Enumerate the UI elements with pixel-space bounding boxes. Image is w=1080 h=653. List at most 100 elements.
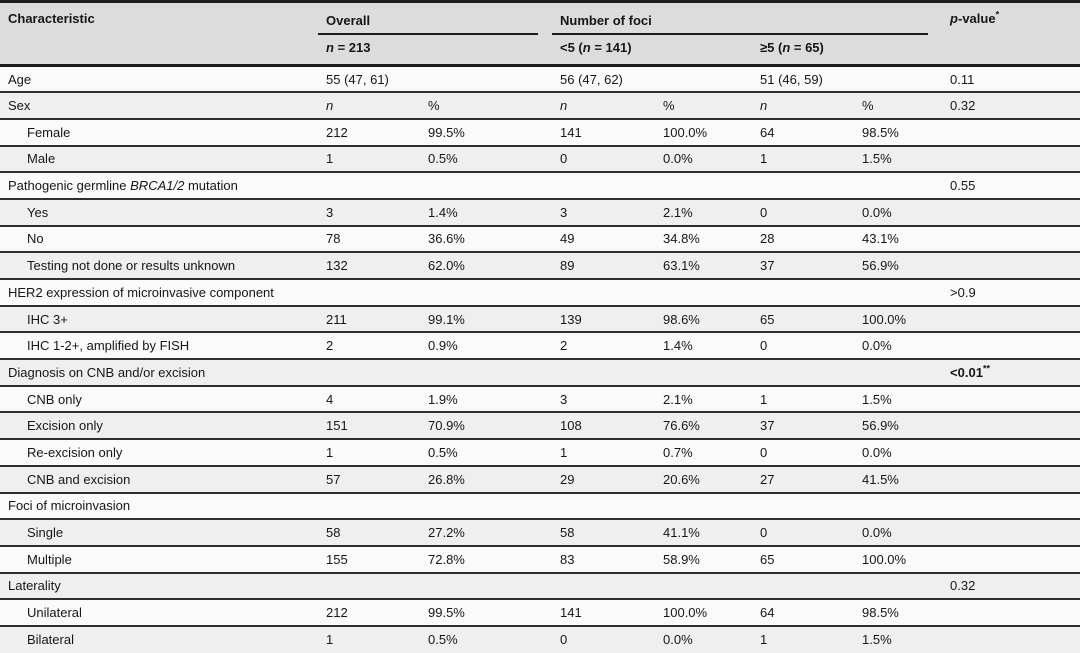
pvalue-cell: 0.32 bbox=[950, 578, 976, 594]
value-cell: 56 (47, 62) bbox=[560, 71, 623, 87]
pvalue-cell bbox=[942, 119, 1080, 146]
pvalue-cell bbox=[942, 306, 1080, 333]
value-cell: % bbox=[862, 98, 874, 114]
header-overall-n: n = 213 bbox=[318, 35, 552, 66]
value-cell: 0.5% bbox=[428, 151, 458, 167]
value-cell: 212 bbox=[326, 605, 348, 621]
header-pvalue: p-value* bbox=[942, 1, 1080, 66]
text-segment: n bbox=[582, 40, 591, 55]
value-cell: 64 bbox=[760, 124, 775, 140]
row-label-cell: IHC 1-2+, amplified by FISH bbox=[27, 338, 190, 354]
pvalue-cell: 0.11 bbox=[950, 71, 975, 87]
text-segment: = 141) bbox=[590, 40, 632, 55]
value-cell bbox=[752, 172, 854, 199]
value-cell: 98.5% bbox=[862, 605, 899, 621]
value-cell bbox=[854, 172, 942, 199]
table-row-brca-yes: Yes 3 1.4% 3 2.1% 0 0.0% bbox=[0, 198, 1080, 226]
value-cell: 1.4% bbox=[663, 338, 693, 354]
value-cell: 0.5% bbox=[428, 444, 458, 460]
row-label-cell: Diagnosis on CNB and/or excision bbox=[8, 364, 206, 380]
value-cell: 62.0% bbox=[428, 258, 465, 274]
pvalue-cell: 0.55 bbox=[950, 178, 976, 194]
value-cell: 2.1% bbox=[663, 204, 693, 220]
value-cell bbox=[318, 359, 420, 386]
value-cell: 34.8% bbox=[663, 231, 700, 247]
value-cell: 0.0% bbox=[663, 151, 693, 167]
value-cell bbox=[552, 493, 655, 520]
value-cell: 27.2% bbox=[428, 525, 465, 541]
table-row-foci-of-microinvasion: Foci of microinvasion bbox=[0, 492, 1080, 520]
value-cell: 63.1% bbox=[663, 258, 700, 274]
value-cell: 26.8% bbox=[428, 471, 465, 487]
value-cell: 1 bbox=[760, 151, 768, 167]
value-cell: 37 bbox=[760, 418, 775, 434]
value-cell: 0.0% bbox=[663, 632, 693, 648]
text-segment: = 213 bbox=[333, 40, 371, 55]
table-row-brca-no: No 78 36.6% 49 34.8% 28 43.1% bbox=[0, 225, 1080, 253]
value-cell: 3 bbox=[326, 204, 334, 220]
value-cell: 155 bbox=[326, 551, 348, 567]
value-cell bbox=[318, 279, 420, 306]
row-label-cell: Bilateral bbox=[27, 632, 74, 648]
value-cell: 141 bbox=[560, 605, 582, 621]
table-row-brca-unknown: Testing not done or results unknown 132 62… bbox=[0, 252, 1080, 279]
value-cell bbox=[655, 573, 752, 600]
value-cell bbox=[318, 172, 420, 199]
value-cell: % bbox=[428, 98, 440, 114]
value-cell: 1 bbox=[760, 632, 768, 648]
value-cell: 0.5% bbox=[428, 632, 458, 648]
value-cell: 55 (47, 61) bbox=[326, 71, 389, 87]
pvalue-cell bbox=[942, 466, 1080, 493]
text-segment: Pathogenic germline bbox=[8, 178, 131, 194]
value-cell: 100.0% bbox=[663, 605, 708, 621]
value-cell: % bbox=[663, 98, 675, 114]
value-cell: n bbox=[552, 92, 655, 119]
table-row-cnb-and-excision: CNB and excision 57 26.8% 29 20.6% 27 41.5% bbox=[0, 465, 1080, 493]
value-cell bbox=[752, 573, 854, 600]
row-label-cell: Excision only bbox=[27, 418, 103, 434]
value-cell: 0.9% bbox=[428, 338, 458, 354]
value-cell bbox=[420, 573, 552, 600]
text-segment: n bbox=[326, 98, 334, 114]
value-cell: 41.5% bbox=[862, 471, 899, 487]
pvalue-cell bbox=[942, 332, 1080, 359]
value-cell: 4 bbox=[326, 391, 334, 407]
value-cell: 72.8% bbox=[428, 551, 465, 567]
value-cell: 0 bbox=[760, 525, 768, 541]
value-cell: 151 bbox=[326, 418, 348, 434]
value-cell bbox=[318, 493, 420, 520]
value-cell: 49 bbox=[560, 231, 575, 247]
value-cell: 0.7% bbox=[663, 444, 693, 460]
header-row-groups: Characteristic Overall Number of foci p-… bbox=[0, 1, 1080, 66]
pvalue-cell bbox=[942, 412, 1080, 439]
value-cell bbox=[552, 359, 655, 386]
table-row-female: Female 212 99.5% 141 100.0% 64 98.5% bbox=[0, 118, 1080, 146]
row-label-cell: Male bbox=[27, 151, 56, 167]
value-cell bbox=[420, 172, 552, 199]
text-segment: <0.01 bbox=[950, 364, 983, 380]
row-label-cell: Yes bbox=[27, 204, 49, 220]
value-cell: 58 bbox=[560, 525, 575, 541]
row-label-cell: Re-excision only bbox=[27, 444, 123, 460]
text-segment: n bbox=[760, 98, 768, 114]
value-cell bbox=[552, 279, 655, 306]
row-label-cell: No bbox=[27, 231, 44, 247]
text-segment: ** bbox=[982, 363, 990, 374]
value-cell: 0 bbox=[760, 444, 768, 460]
value-cell: 64 bbox=[760, 605, 775, 621]
value-cell: 1 bbox=[760, 391, 768, 407]
value-cell: 99.5% bbox=[428, 124, 465, 140]
value-cell: 0.0% bbox=[862, 444, 892, 460]
value-cell: n bbox=[318, 92, 420, 119]
text-segment: ≥5 ( bbox=[760, 40, 783, 55]
value-cell bbox=[752, 279, 854, 306]
row-label-cell: Laterality bbox=[8, 578, 61, 594]
value-cell bbox=[655, 66, 752, 93]
pvalue-cell bbox=[942, 386, 1080, 413]
value-cell: 0 bbox=[560, 632, 568, 648]
table-row-sex: Sex n% n% n% 0.32 bbox=[0, 92, 1080, 119]
value-cell: 1 bbox=[326, 632, 334, 648]
pvalue-cell: <0.01** bbox=[942, 359, 1080, 386]
row-label-cell: Age bbox=[8, 71, 32, 87]
value-cell: 89 bbox=[560, 258, 575, 274]
